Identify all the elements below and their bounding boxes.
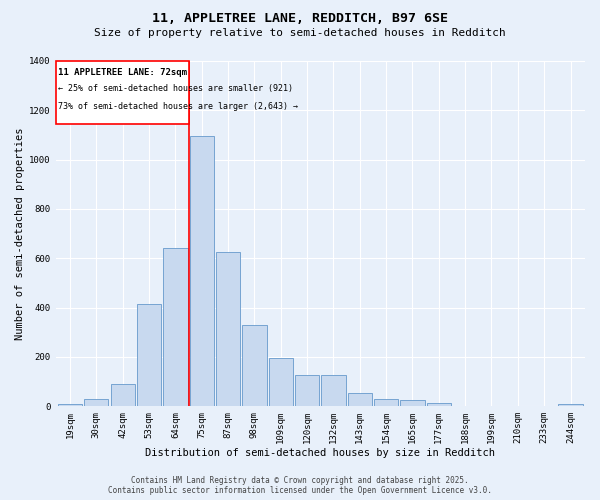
X-axis label: Distribution of semi-detached houses by size in Redditch: Distribution of semi-detached houses by … — [145, 448, 495, 458]
Bar — [322, 376, 346, 406]
Text: ← 25% of semi-detached houses are smaller (921): ← 25% of semi-detached houses are smalle… — [58, 84, 293, 92]
Bar — [559, 404, 583, 406]
FancyBboxPatch shape — [56, 61, 188, 124]
Y-axis label: Number of semi-detached properties: Number of semi-detached properties — [15, 128, 25, 340]
Bar — [295, 376, 319, 406]
Bar — [269, 358, 293, 406]
Text: 11, APPLETREE LANE, REDDITCH, B97 6SE: 11, APPLETREE LANE, REDDITCH, B97 6SE — [152, 12, 448, 26]
Bar — [58, 404, 82, 406]
Bar — [137, 304, 161, 406]
Bar — [242, 325, 266, 406]
Text: 11 APPLETREE LANE: 72sqm: 11 APPLETREE LANE: 72sqm — [58, 68, 187, 76]
Text: Contains HM Land Registry data © Crown copyright and database right 2025.
Contai: Contains HM Land Registry data © Crown c… — [108, 476, 492, 495]
Text: 73% of semi-detached houses are larger (2,643) →: 73% of semi-detached houses are larger (… — [58, 102, 298, 111]
Bar — [374, 399, 398, 406]
Bar — [163, 248, 188, 406]
Bar — [84, 400, 109, 406]
Bar — [110, 384, 135, 406]
Bar — [347, 392, 372, 406]
Bar — [400, 400, 425, 406]
Text: Size of property relative to semi-detached houses in Redditch: Size of property relative to semi-detach… — [94, 28, 506, 38]
Bar — [427, 402, 451, 406]
Bar — [190, 136, 214, 406]
Bar — [216, 252, 240, 406]
